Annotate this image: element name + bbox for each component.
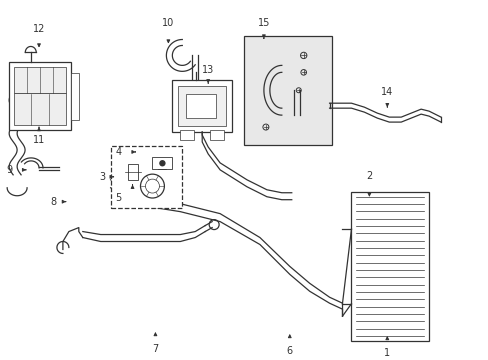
Text: 2: 2: [366, 171, 372, 181]
Text: 7: 7: [152, 344, 158, 354]
Bar: [152, 157, 172, 169]
Text: 9: 9: [6, 165, 12, 175]
Bar: [14, 93, 66, 125]
Bar: [178, 86, 225, 126]
Text: 3: 3: [100, 172, 105, 182]
Text: 10: 10: [162, 18, 174, 28]
Bar: [14, 67, 66, 93]
Text: 11: 11: [33, 135, 45, 145]
Bar: [210, 130, 224, 140]
Bar: [110, 146, 182, 208]
Bar: [244, 36, 331, 145]
Text: 8: 8: [50, 197, 56, 207]
Bar: [180, 130, 194, 140]
Bar: [351, 192, 428, 341]
Text: 12: 12: [33, 23, 45, 33]
Text: 14: 14: [380, 87, 393, 97]
Text: 4: 4: [115, 147, 122, 157]
Bar: [186, 94, 216, 118]
Circle shape: [160, 161, 164, 166]
Text: 5: 5: [115, 193, 122, 203]
Bar: [127, 164, 137, 180]
Text: 1: 1: [384, 348, 389, 358]
Text: 13: 13: [202, 66, 214, 75]
Bar: [71, 72, 79, 120]
Text: 15: 15: [257, 18, 269, 28]
Text: 6: 6: [286, 346, 292, 356]
Bar: [172, 80, 232, 132]
Bar: [9, 62, 71, 130]
